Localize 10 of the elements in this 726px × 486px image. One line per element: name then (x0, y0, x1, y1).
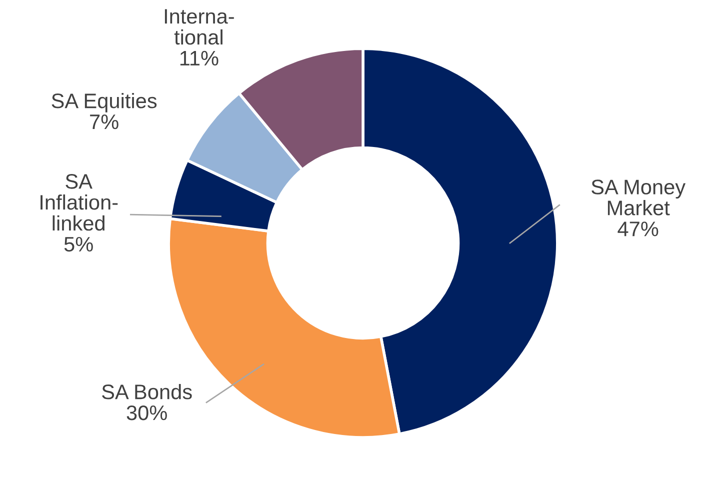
slice-label: SA Equities (52, 92, 157, 112)
data-label: 5% (64, 236, 93, 252)
data-label: 11% (180, 50, 218, 66)
data-label: 47% (618, 222, 658, 236)
slice-label: SA Bonds (102, 384, 192, 400)
slice-label: SA Money Market (592, 180, 686, 216)
slice-label: SA Inflation- linked (40, 174, 118, 231)
slice-label: Interna- tional (164, 9, 234, 45)
data-label: 7% (90, 114, 118, 130)
data-label: 30% (126, 405, 167, 420)
